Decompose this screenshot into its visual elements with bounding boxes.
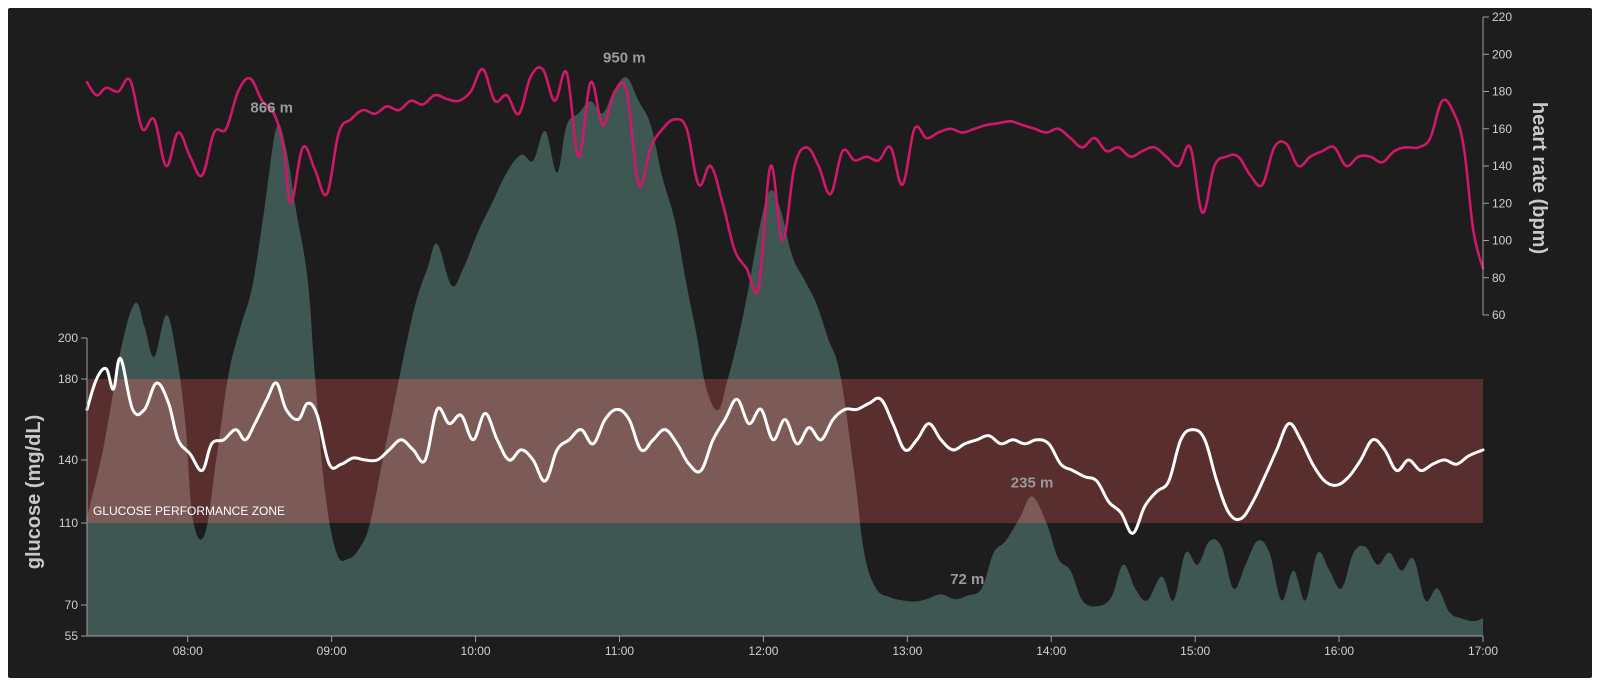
heart-rate-axis-title: heart rate (bpm) bbox=[1528, 102, 1550, 254]
heart-rate-tick-label: 60 bbox=[1492, 308, 1506, 322]
glucose-tick-label: 70 bbox=[65, 598, 79, 612]
x-tick-label: 16:00 bbox=[1324, 644, 1354, 658]
x-tick-label: 08:00 bbox=[173, 644, 203, 658]
glucose-line bbox=[85, 356, 1485, 535]
x-tick-label: 17:00 bbox=[1468, 644, 1498, 658]
x-tick-label: 10:00 bbox=[461, 644, 491, 658]
glucose-tick-label: 200 bbox=[58, 331, 78, 345]
glucose-tick-label: 110 bbox=[59, 516, 78, 530]
x-tick-label: 11:00 bbox=[605, 644, 634, 658]
elevation-annotation: 866 m bbox=[250, 99, 293, 116]
axes-layer: 08:00 09:00 10:00 11:00 12:00 13:00 14:00 15:00… bbox=[23, 10, 1550, 658]
glucose-tick-label: 55 bbox=[65, 629, 79, 643]
elevation-annotation: 950 m bbox=[603, 50, 646, 67]
heart-rate-tick-label: 140 bbox=[1492, 159, 1512, 173]
glucose-zone-layer: GLUCOSE PERFORMANCE ZONE bbox=[87, 379, 1483, 523]
zone-elevation-overlap bbox=[87, 379, 1047, 523]
x-tick-label: 13:00 bbox=[892, 644, 922, 658]
x-tick-label: 09:00 bbox=[317, 644, 347, 658]
heart-rate-line bbox=[85, 66, 1485, 295]
heart-rate-tick-label: 180 bbox=[1492, 85, 1512, 99]
x-tick-label: 15:00 bbox=[1180, 644, 1210, 658]
x-tick-label: 14:00 bbox=[1036, 644, 1066, 658]
elevation-annotation: 72 m bbox=[950, 571, 984, 588]
heart-rate-tick-label: 100 bbox=[1492, 234, 1512, 248]
heart-rate-tick-label: 80 bbox=[1492, 271, 1506, 285]
heart-rate-layer bbox=[85, 66, 1485, 295]
heart-rate-tick-label: 120 bbox=[1492, 196, 1512, 210]
glucose-tick-label: 140 bbox=[58, 453, 78, 467]
heart-rate-tick-label: 220 bbox=[1492, 10, 1512, 24]
elevation-annotation: 235 m bbox=[1011, 474, 1054, 491]
heart-rate-tick-label: 200 bbox=[1492, 47, 1512, 61]
zone-label: GLUCOSE PERFORMANCE ZONE bbox=[93, 504, 285, 518]
x-tick-label: 12:00 bbox=[748, 644, 778, 658]
labels-layer: 866 m 950 m 235 m 72 m bbox=[250, 50, 1053, 589]
heart-rate-tick-label: 160 bbox=[1492, 122, 1512, 136]
glucose-layer bbox=[85, 356, 1485, 535]
glucose-tick-label: 180 bbox=[58, 372, 78, 386]
glucose-axis-title: glucose (mg/dL) bbox=[23, 415, 45, 569]
